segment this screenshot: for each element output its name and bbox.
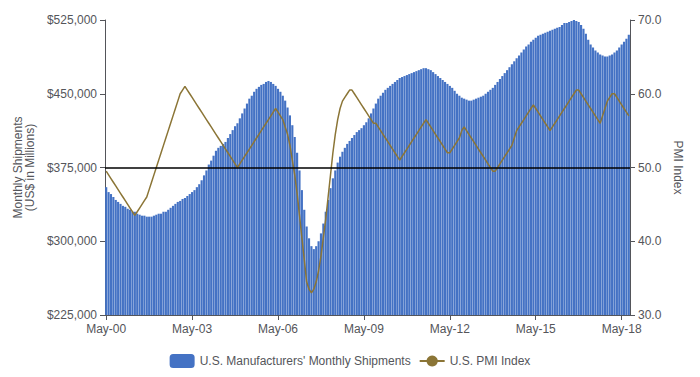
svg-text:70.0: 70.0 [638,13,662,27]
svg-text:$375,000: $375,000 [47,161,97,175]
svg-text:$225,000: $225,000 [47,308,97,322]
svg-text:May-06: May-06 [258,322,298,336]
svg-text:60.0: 60.0 [638,87,662,101]
svg-text:40.0: 40.0 [638,234,662,248]
svg-text:50.0: 50.0 [638,161,662,175]
svg-text:May-18: May-18 [602,322,642,336]
svg-text:30.0: 30.0 [638,308,662,322]
svg-text:Monthly Shipments: Monthly Shipments [11,116,25,219]
svg-text:May-00: May-00 [86,322,126,336]
svg-text:$450,000: $450,000 [47,87,97,101]
svg-text:(US$ in Millions): (US$ in Millions) [23,124,37,211]
svg-text:$525,000: $525,000 [47,13,97,27]
svg-text:May-03: May-03 [172,322,212,336]
svg-text:May-12: May-12 [430,322,470,336]
svg-text:May-09: May-09 [344,322,384,336]
svg-text:U.S. PMI Index: U.S. PMI Index [450,354,531,368]
svg-text:$300,000: $300,000 [47,234,97,248]
svg-text:U.S. Manufacturers' Monthly Sh: U.S. Manufacturers' Monthly Shipments [200,354,411,368]
svg-text:May-15: May-15 [516,322,556,336]
svg-text:PMI Index: PMI Index [671,140,685,194]
